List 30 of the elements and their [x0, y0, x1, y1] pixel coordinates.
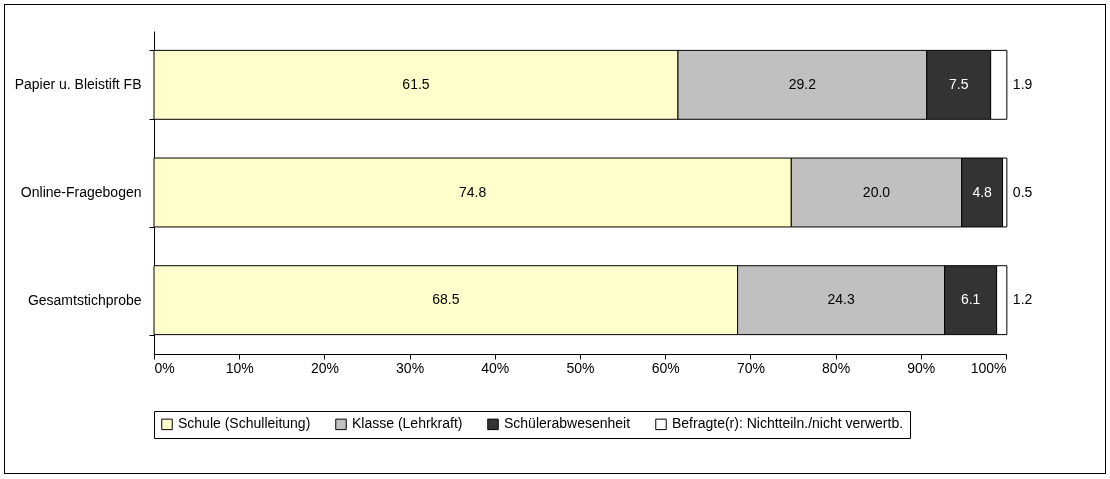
data-label: 68.5: [432, 291, 460, 308]
legend-label: Schule (Schulleitung): [178, 415, 311, 432]
x-tick-label: 10%: [225, 359, 254, 376]
data-label: 1.2: [1012, 291, 1033, 308]
data-label: 7.5: [948, 75, 969, 92]
data-label: 29.2: [788, 75, 817, 92]
x-tick-label: 60%: [651, 359, 680, 376]
x-tick-label: 90%: [907, 359, 936, 376]
data-label: 0.5: [1012, 183, 1033, 200]
y-tick-label: Papier u. Bleistift FB: [14, 76, 142, 93]
x-tick-label: 50%: [566, 359, 595, 376]
data-label: 4.8: [972, 183, 993, 200]
x-tick-label: 20%: [310, 359, 339, 376]
x-tick-label: 100%: [970, 359, 1007, 376]
x-tick-label: 0%: [154, 359, 175, 376]
data-label: 24.3: [827, 291, 855, 308]
x-tick-label: 80%: [822, 359, 851, 376]
data-label: 74.8: [459, 183, 487, 200]
legend-label: Schülerabwesenheit: [504, 415, 631, 432]
data-label: 1.9: [1012, 75, 1033, 92]
x-tick-label: 70%: [736, 359, 765, 376]
data-label: 61.5: [402, 75, 430, 92]
y-tick-label: Gesamtstichprobe: [27, 291, 142, 308]
data-label: 20.0: [862, 183, 891, 200]
x-tick-label: 40%: [481, 359, 510, 376]
x-tick-label: 30%: [396, 359, 425, 376]
data-label: 6.1: [960, 291, 981, 308]
legend-label: Befragte(r): Nichtteiln./nicht verwertb.: [672, 415, 904, 432]
y-tick-label: Online-Fragebogen: [20, 184, 142, 200]
legend-label: Klasse (Lehrkraft): [352, 415, 463, 432]
